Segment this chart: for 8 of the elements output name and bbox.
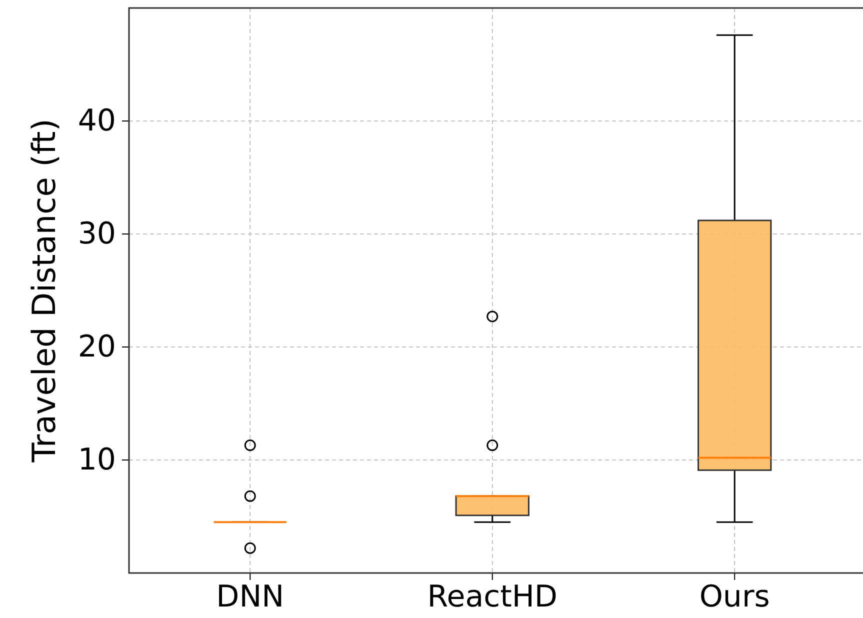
y-tick-label: 30 — [78, 216, 116, 252]
y-tick-label: 40 — [78, 104, 116, 139]
y-tick-label: 20 — [78, 330, 116, 365]
y-axis-title: Traveled Distance (ft) — [25, 118, 63, 464]
x-tick-label: Ours — [699, 579, 770, 614]
y-tick-label: 10 — [78, 442, 116, 478]
x-tick-label: ReactHD — [427, 579, 558, 614]
x-tick-label: DNN — [216, 579, 284, 614]
